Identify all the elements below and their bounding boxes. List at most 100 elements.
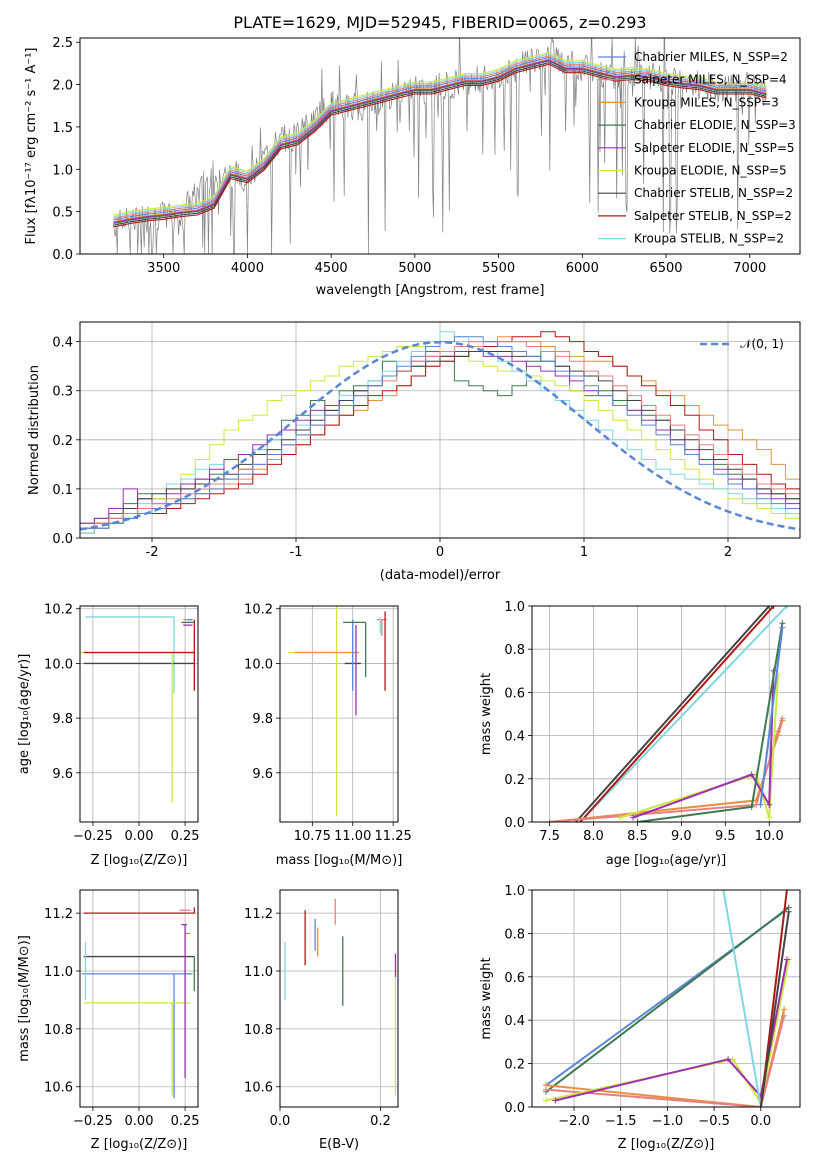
plus-marker: [616, 814, 623, 821]
plot-area: [113, 38, 767, 254]
y-tick-label: 9.8: [252, 712, 273, 727]
x-axis-label: Z [log₁₀(Z/Z⊙)]: [91, 1137, 188, 1152]
x-tick-label: 10.0: [755, 829, 784, 844]
y-axis-label: age [log₁₀(age/yr)]: [17, 654, 32, 775]
panel-massweight-vs-age: 7.5 8.0 8.5 9.0 9.5 10.0 0.0 0.2 0.4 0.6 0.8 1.0 age…: [479, 600, 801, 868]
legend-label: Salpeter STELIB, N_SSP=2: [634, 209, 792, 223]
plus-marker: [630, 814, 637, 821]
x-tick-label: 5500: [482, 261, 515, 276]
plot-area: [80, 331, 800, 538]
panel-residual-histogram: -2 -1 0 1 2 0.0 0.1 0.2 0.3 0.4 𝒩(0, 1) (data-model…: [27, 321, 801, 583]
x-tick-label: 5000: [398, 261, 431, 276]
y-tick-label: 0.2: [504, 773, 525, 788]
y-tick-label: 0.6: [504, 686, 525, 701]
y-tick-label: 0.2: [52, 434, 73, 449]
plus-marker: [781, 1006, 788, 1013]
x-axis-label: age [log₁₀(age/yr)]: [606, 853, 727, 868]
x-tick-label: 10.75: [294, 829, 331, 844]
legend-label: Chabrier MILES, N_SSP=2: [634, 50, 788, 64]
weight-line: [545, 1015, 786, 1107]
x-tick-label: -2: [146, 545, 159, 560]
x-tick-label: 6500: [649, 261, 682, 276]
plus-marker: [785, 908, 792, 915]
legend-label: 𝒩(0, 1): [740, 337, 784, 351]
weight-line: [579, 606, 788, 822]
y-tick-label: 1.0: [52, 163, 73, 178]
model-line: [113, 63, 767, 228]
x-axis-label: Z [log₁₀(Z/Z⊙)]: [91, 853, 188, 868]
weight-line: [579, 606, 775, 822]
y-tick-label: 10.0: [244, 657, 273, 672]
weight-line: [575, 606, 770, 822]
x-tick-label: 0.0: [750, 1114, 771, 1129]
weight-line: [759, 911, 790, 1107]
plus-marker: [783, 956, 790, 963]
panel-spectrum: 3500 4000 4500 5000 5500 6000 6500 7000 0.0 0.5 1.…: [24, 13, 801, 298]
x-tick-label: −2.0: [558, 1114, 590, 1129]
plus-marker: [543, 1086, 550, 1093]
plus-marker: [775, 728, 782, 735]
y-tick-label: 9.6: [52, 767, 73, 782]
chart-title: PLATE=1629, MJD=52945, FIBERID=0065, z=0…: [233, 13, 646, 32]
plus-marker: [725, 1056, 732, 1063]
plus-marker: [783, 606, 790, 609]
y-tick-label: 0.4: [504, 1014, 525, 1029]
weight-line: [545, 1009, 786, 1107]
plus-marker: [757, 1104, 764, 1107]
x-tick-label: 8.5: [627, 829, 648, 844]
y-tick-label: 0.0: [504, 1101, 525, 1116]
axes-frame: [79, 889, 199, 1108]
histogram-step: [80, 331, 800, 538]
y-tick-label: 0.6: [504, 971, 525, 986]
weight-line: [632, 670, 775, 819]
x-tick-label: −1.0: [652, 1114, 684, 1129]
axes-frame: [279, 889, 399, 1108]
x-tick-label: 4000: [231, 261, 264, 276]
y-axis-label: mass weight: [479, 673, 494, 755]
y-tick-label: 10.8: [44, 1023, 73, 1038]
legend-label: Kroupa STELIB, N_SSP=2: [634, 232, 784, 246]
x-tick-label: 9.0: [671, 829, 692, 844]
x-tick-label: −0.5: [698, 1114, 730, 1129]
x-tick-label: 2: [724, 545, 732, 560]
panel-mass-vs-EBV: 0.0 0.2 10.6 10.8 11.0 11.2 E(B-V): [244, 889, 399, 1152]
y-tick-label: 11.0: [244, 965, 273, 980]
plus-marker: [757, 801, 764, 808]
legend-label: Kroupa ELODIE, N_SSP=5: [634, 164, 787, 178]
y-tick-label: 0.4: [504, 730, 525, 745]
weight-line: [722, 890, 762, 1107]
normal-curve: [80, 340, 800, 531]
y-tick-label: 11.2: [44, 907, 73, 922]
axes-frame: [531, 605, 801, 823]
plot-area: [81, 907, 195, 1099]
x-axis-label: wavelength [Angstrom, rest frame]: [316, 283, 545, 298]
y-tick-label: 0.0: [52, 532, 73, 547]
y-tick-label: 0.5: [52, 206, 73, 221]
plus-marker: [781, 1012, 788, 1019]
model-line: [113, 55, 767, 219]
x-tick-label: 0.0: [270, 1114, 291, 1129]
x-tick-label: 0.25: [171, 1114, 200, 1129]
plus-marker: [783, 890, 790, 893]
y-tick-label: 9.6: [252, 767, 273, 782]
y-tick-label: 1.5: [52, 121, 73, 136]
y-tick-label: 2.5: [52, 36, 73, 51]
x-tick-label: 0.2: [370, 1114, 391, 1129]
plot-area: [546, 606, 790, 822]
y-tick-label: 1.0: [504, 884, 525, 899]
model-line: [113, 51, 767, 216]
y-axis-label: mass weight: [479, 957, 494, 1039]
x-axis-label: E(B-V): [319, 1137, 359, 1152]
plot-area: [288, 606, 387, 817]
panel-mass-vs-Z: −0.25 0.00 0.25 10.6 10.8 11.0 11.2 Z [log₁₀(Z/…: [17, 889, 200, 1152]
x-tick-label: 11.25: [375, 829, 412, 844]
legend-label: Salpeter MILES, N_SSP=4: [634, 73, 787, 87]
plus-marker: [770, 606, 777, 609]
x-axis-label: (data-model)/error: [380, 568, 501, 583]
plus-marker: [720, 890, 727, 893]
x-tick-label: 11.00: [334, 829, 371, 844]
plot-area: [284, 898, 397, 1096]
x-tick-label: 7.5: [539, 829, 560, 844]
x-tick-label: −0.25: [73, 829, 113, 844]
y-tick-label: 11.2: [244, 907, 273, 922]
